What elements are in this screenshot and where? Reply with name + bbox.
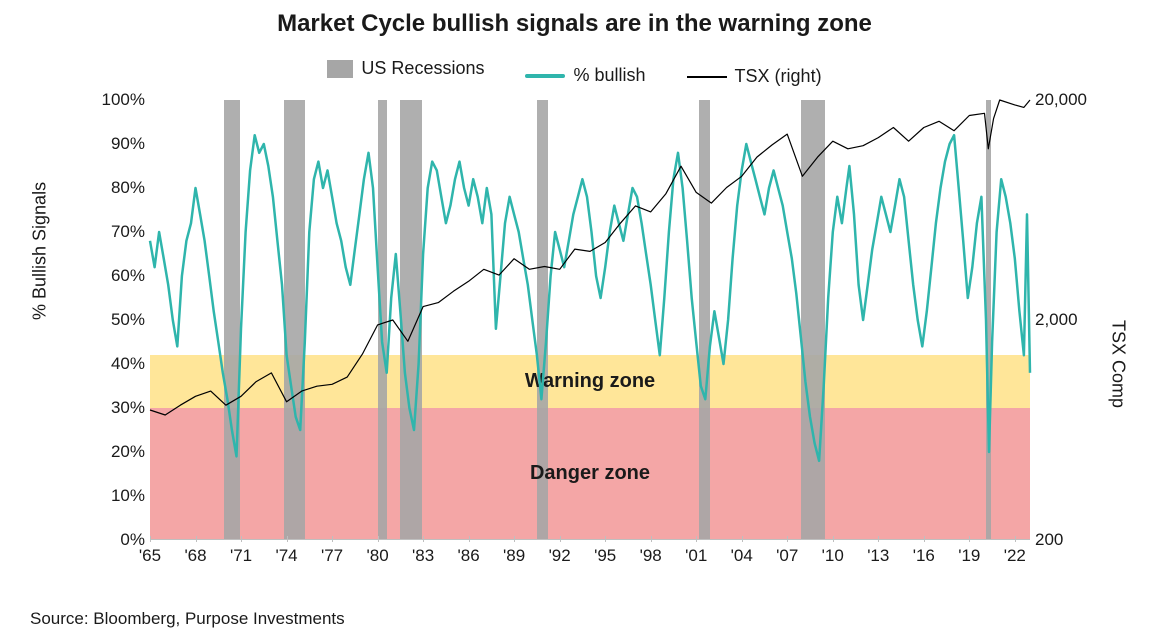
legend-label-bullish: % bullish	[573, 65, 645, 86]
x-tick: '10	[822, 546, 844, 566]
y-left-tick: 100%	[102, 90, 145, 110]
legend-item-tsx: TSX (right)	[687, 66, 822, 87]
y-axis-right-label: TSX Comp	[1108, 320, 1129, 408]
y-left-tick: 70%	[111, 222, 145, 242]
lines-layer	[150, 100, 1030, 540]
x-tick: '71	[230, 546, 252, 566]
y-axis-right: 2002,00020,000	[1035, 100, 1105, 540]
x-tick: '13	[867, 546, 889, 566]
x-tick: '98	[640, 546, 662, 566]
chart-title: Market Cycle bullish signals are in the …	[0, 10, 1149, 38]
legend-label-recessions: US Recessions	[361, 58, 484, 79]
source-attribution: Source: Bloomberg, Purpose Investments	[30, 609, 345, 629]
x-tick: '68	[184, 546, 206, 566]
x-tick: '16	[913, 546, 935, 566]
x-tick: '92	[549, 546, 571, 566]
y-axis-left: 0%10%20%30%40%50%60%70%80%90%100%	[90, 100, 145, 540]
legend: US Recessions % bullish TSX (right)	[0, 58, 1149, 87]
x-tick: '07	[776, 546, 798, 566]
y-right-tick: 20,000	[1035, 90, 1087, 110]
recession-swatch	[327, 60, 353, 78]
y-left-tick: 90%	[111, 134, 145, 154]
y-left-tick: 20%	[111, 442, 145, 462]
y-left-tick: 80%	[111, 178, 145, 198]
legend-label-tsx: TSX (right)	[735, 66, 822, 87]
x-tick: '04	[731, 546, 753, 566]
y-left-tick: 60%	[111, 266, 145, 286]
bullish-line	[150, 135, 1030, 461]
x-tick: '86	[458, 546, 480, 566]
x-tick: '01	[685, 546, 707, 566]
y-right-tick: 2,000	[1035, 310, 1078, 330]
y-left-tick: 50%	[111, 310, 145, 330]
y-left-tick: 40%	[111, 354, 145, 374]
x-tick: '22	[1004, 546, 1026, 566]
y-right-tick: 200	[1035, 530, 1063, 550]
y-left-tick: 10%	[111, 486, 145, 506]
chart-container: Market Cycle bullish signals are in the …	[0, 0, 1149, 641]
legend-item-recessions: US Recessions	[327, 58, 484, 79]
tsx-swatch	[687, 76, 727, 78]
x-tick: '65	[139, 546, 161, 566]
x-axis: '65'68'71'74'77'80'83'86'89'92'95'98'01'…	[150, 542, 1030, 572]
tsx-line	[150, 100, 1030, 415]
x-tick: '19	[958, 546, 980, 566]
x-axis-line	[150, 539, 1030, 540]
x-tick: '83	[412, 546, 434, 566]
bullish-swatch	[525, 74, 565, 78]
x-tick: '89	[503, 546, 525, 566]
x-tick: '74	[275, 546, 297, 566]
x-tick: '95	[594, 546, 616, 566]
plot-area: Warning zone Danger zone	[150, 100, 1030, 540]
y-left-tick: 30%	[111, 398, 145, 418]
legend-item-bullish: % bullish	[525, 65, 645, 86]
x-tick: '80	[367, 546, 389, 566]
x-tick: '77	[321, 546, 343, 566]
y-axis-left-label: % Bullish Signals	[30, 182, 51, 320]
